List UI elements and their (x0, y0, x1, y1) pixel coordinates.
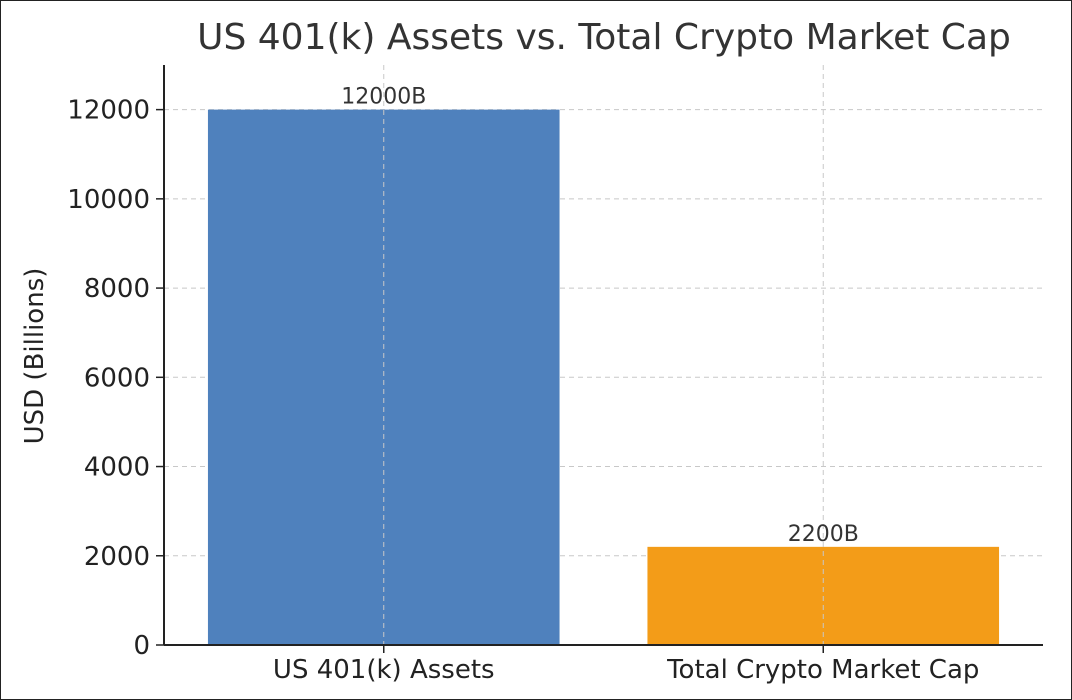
bar-data-label: 12000B (341, 85, 426, 110)
x-tick-label: Total Crypto Market Cap (666, 655, 979, 685)
y-axis-label: USD (Billions) (20, 268, 50, 445)
y-tick-label: 6000 (84, 363, 150, 393)
y-tick-label: 8000 (84, 274, 150, 304)
bar-layer (207, 109, 1000, 646)
label-layer: 12000B 2200B (341, 85, 859, 547)
y-tick-label: 0 (133, 631, 150, 661)
vertical-grid-layer (383, 65, 824, 645)
chart-title: US 401(k) Assets vs. Total Crypto Market… (197, 17, 1011, 58)
y-tick-label: 10000 (67, 185, 150, 215)
x-tick-label: US 401(k) Assets (273, 655, 495, 685)
y-tick-label: 4000 (84, 453, 150, 483)
y-tick-label: 2000 (84, 542, 150, 572)
y-tick-label: 12000 (67, 96, 150, 126)
bar-data-label: 2200B (788, 522, 859, 547)
axis-layer: 0 2000 4000 6000 8000 10000 12000 US 401(k) Ass… (67, 65, 1043, 685)
